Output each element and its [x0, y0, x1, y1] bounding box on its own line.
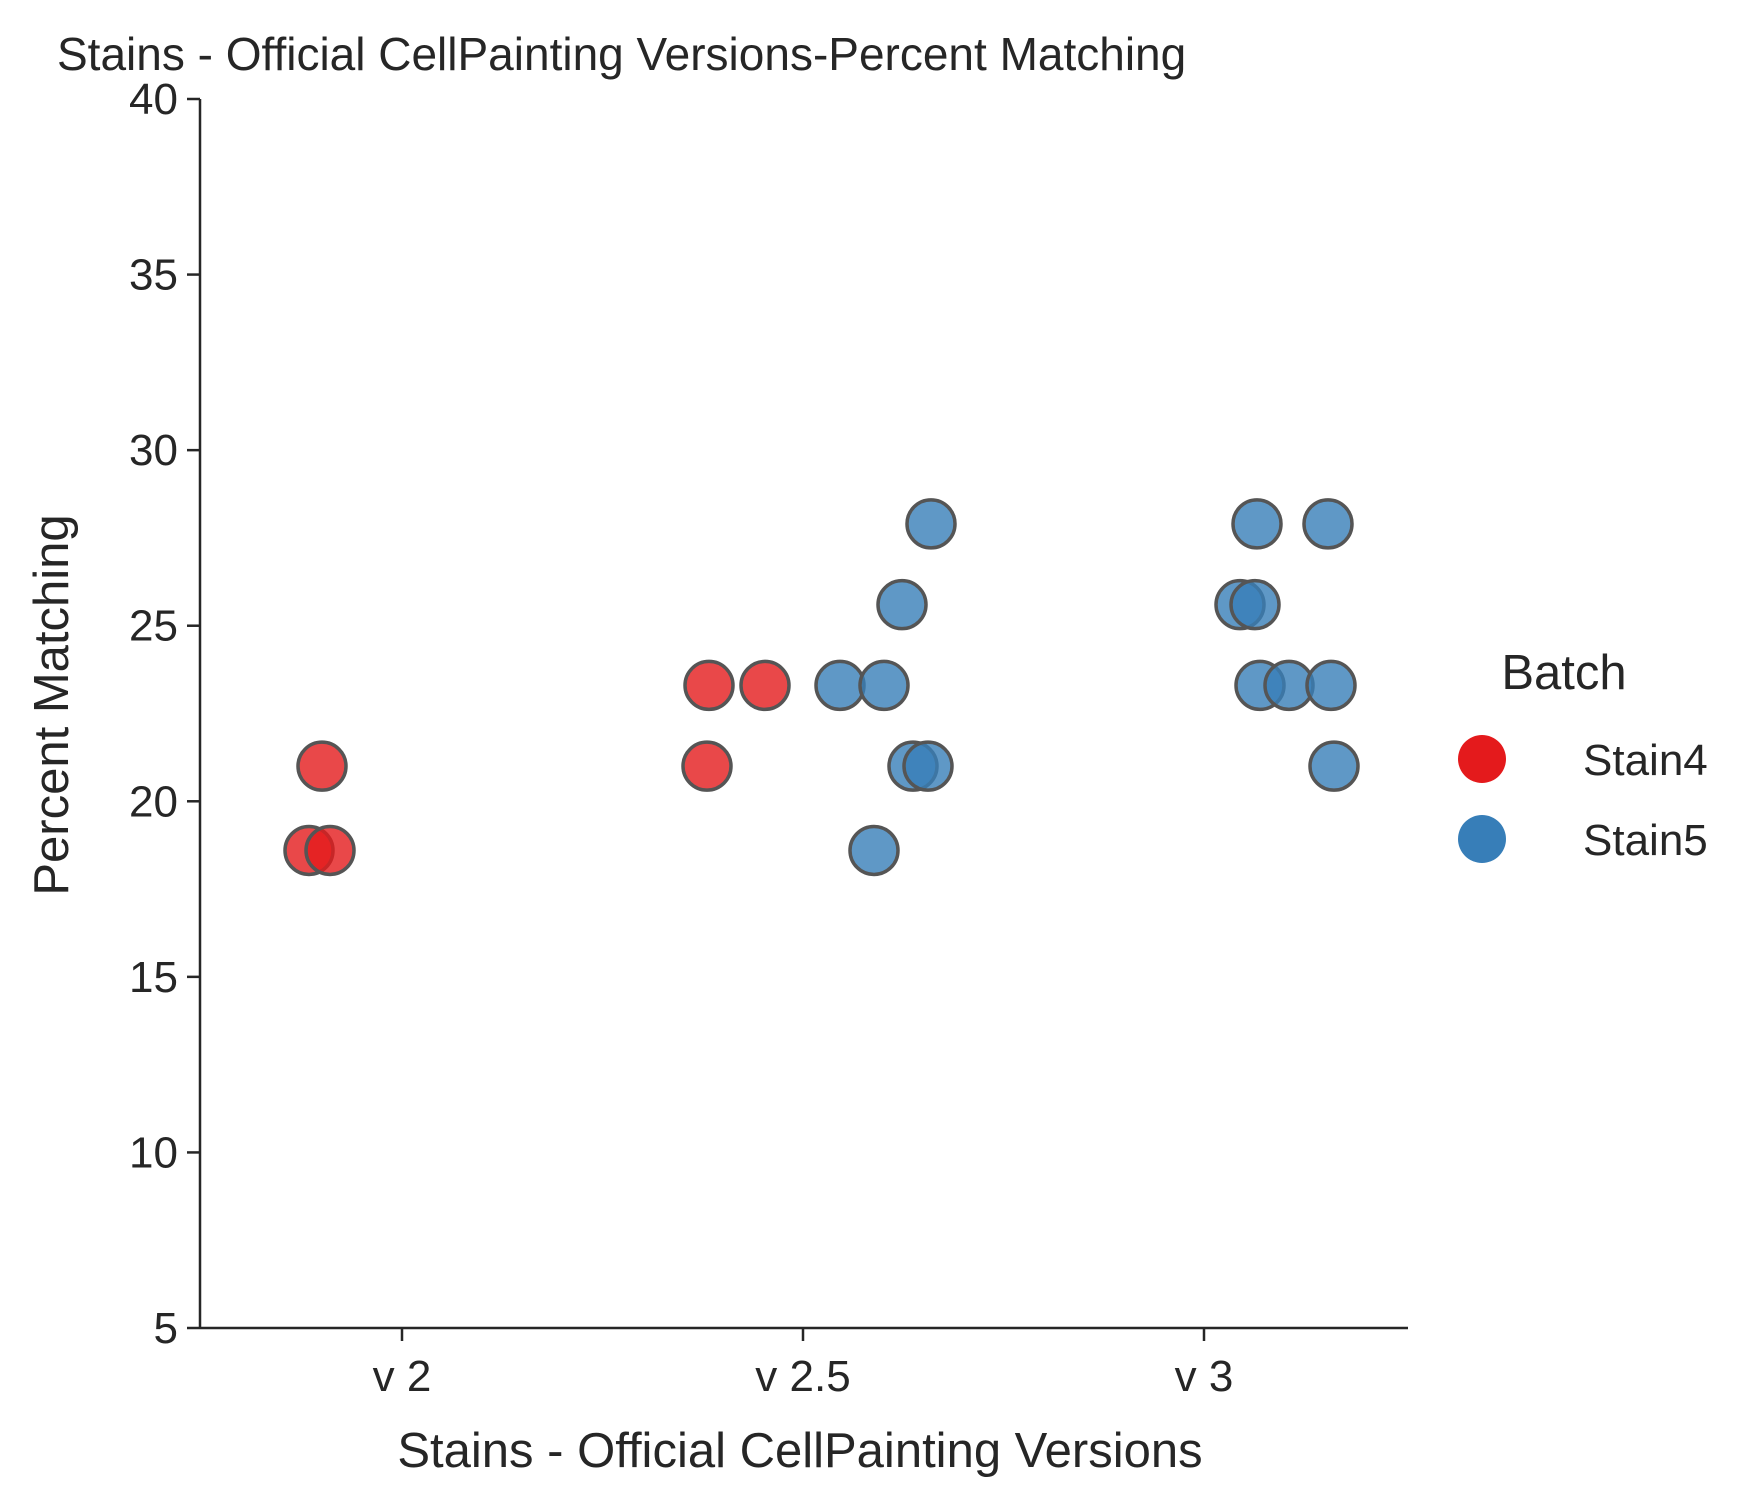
data-point-stain5 [848, 824, 900, 877]
data-point-stain5 [902, 740, 954, 792]
y-tick-label: 30 [129, 426, 178, 475]
data-point-stain5 [814, 659, 866, 712]
y-tick-label: 25 [129, 602, 178, 651]
y-axis: 5 10 15 20 25 30 35 40 [129, 75, 202, 1353]
y-tick-label: 5 [154, 1304, 178, 1353]
data-point-stain4 [296, 740, 348, 792]
data-point-stain4 [681, 740, 733, 792]
legend-label-stain5: Stain5 [1583, 816, 1708, 865]
data-point-stain4 [739, 659, 791, 712]
x-tick-label: v 2.5 [755, 1352, 850, 1401]
legend-title: Batch [1501, 646, 1626, 700]
data-point-stain5 [1308, 740, 1360, 792]
legend: Batch Stain4 Stain5 [1458, 646, 1708, 865]
data-point-stain5 [1302, 498, 1354, 550]
data-point-stain4 [304, 824, 356, 877]
y-tick-label: 15 [129, 953, 178, 1002]
chart-title: Stains - Official CellPainting Versions-… [57, 28, 1186, 80]
legend-marker-stain4 [1458, 735, 1506, 783]
data-point-stain4 [683, 659, 735, 712]
y-tick-label: 35 [129, 251, 178, 300]
data-point-stain5 [1305, 659, 1357, 712]
x-tick-label: v 2 [373, 1352, 432, 1401]
legend-items: Stain4 Stain5 [1458, 735, 1708, 865]
y-tick-label: 20 [129, 777, 178, 826]
y-axis-label: Percent Matching [25, 514, 79, 895]
data-point-stain5 [905, 498, 957, 550]
x-axis: v 2 v 2.5 v 3 [200, 1326, 1408, 1401]
x-tick-label: v 3 [1175, 1352, 1234, 1401]
legend-label-stain4: Stain4 [1583, 736, 1708, 785]
data-points [283, 498, 1360, 877]
legend-marker-stain5 [1458, 815, 1506, 863]
data-point-stain5 [1229, 578, 1281, 631]
x-axis-label: Stains - Official CellPainting Versions [397, 1424, 1202, 1478]
y-tick-label: 40 [129, 75, 178, 124]
data-point-stain5 [858, 659, 910, 712]
y-tick-label: 10 [129, 1128, 178, 1177]
data-point-stain5 [876, 578, 928, 631]
data-point-stain5 [1231, 498, 1283, 550]
